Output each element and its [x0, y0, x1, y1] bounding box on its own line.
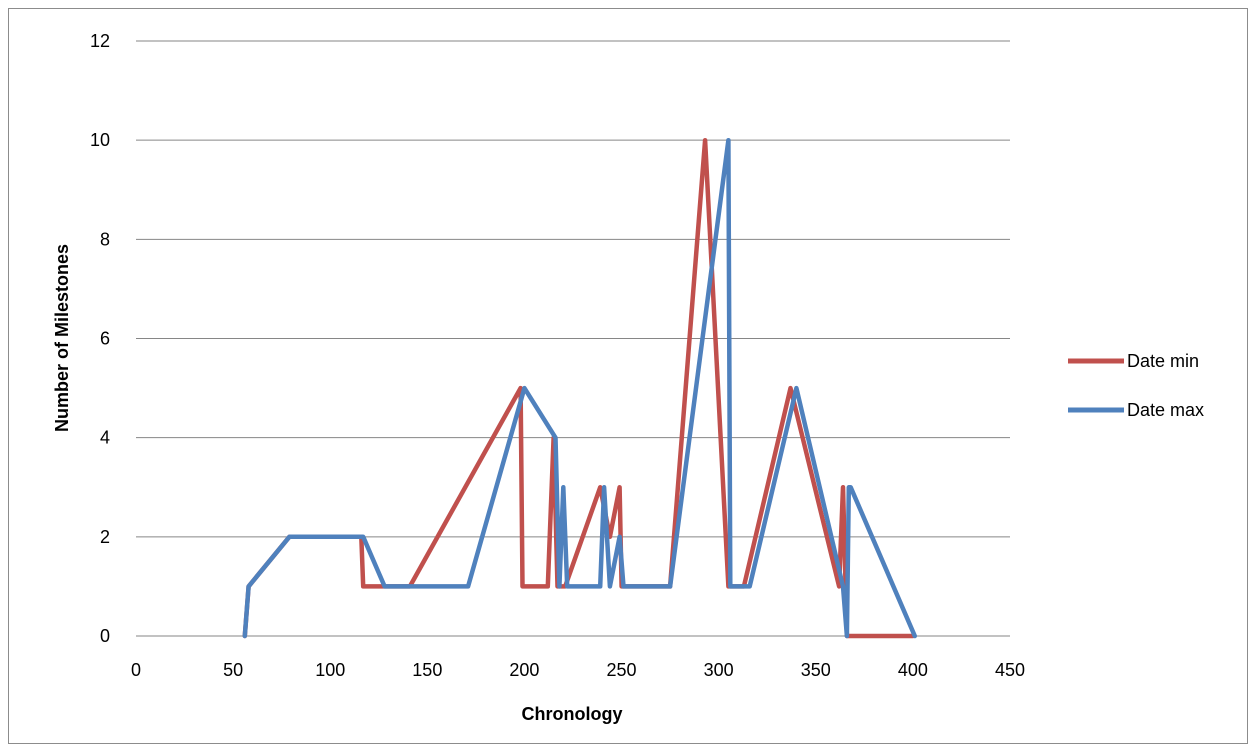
y-tick-label: 12 [90, 31, 110, 51]
y-tick-label: 0 [100, 626, 110, 646]
y-tick-label: 10 [90, 130, 110, 150]
x-axis-title: Chronology [522, 704, 623, 724]
x-tick-label: 100 [315, 660, 345, 680]
x-tick-label: 200 [509, 660, 539, 680]
series-lines [242, 137, 918, 639]
y-tick-labels: 0 2 4 6 8 10 12 [90, 31, 110, 646]
series-line-date-max [242, 137, 918, 639]
y-tick-label: 2 [100, 527, 110, 547]
chart-frame [8, 8, 1248, 744]
y-tick-label: 6 [100, 329, 110, 349]
x-tick-label: 250 [607, 660, 637, 680]
series-line-date-min [242, 137, 916, 639]
legend-label: Date min [1127, 351, 1199, 371]
y-tick-label: 4 [100, 428, 110, 448]
legend-label: Date max [1127, 400, 1204, 420]
x-tick-label: 400 [898, 660, 928, 680]
gridlines [136, 40, 1010, 538]
x-tick-label: 450 [995, 660, 1025, 680]
x-tick-label: 350 [801, 660, 831, 680]
x-tick-labels: 0 50 100 150 200 250 300 350 400 450 [131, 660, 1025, 680]
x-tick-label: 150 [412, 660, 442, 680]
x-tick-label: 300 [704, 660, 734, 680]
x-tick-label: 50 [223, 660, 243, 680]
x-tick-label: 0 [131, 660, 141, 680]
y-axis-title: Number of Milestones [52, 244, 72, 432]
y-tick-label: 8 [100, 229, 110, 249]
legend: Date min Date max [1068, 351, 1204, 420]
